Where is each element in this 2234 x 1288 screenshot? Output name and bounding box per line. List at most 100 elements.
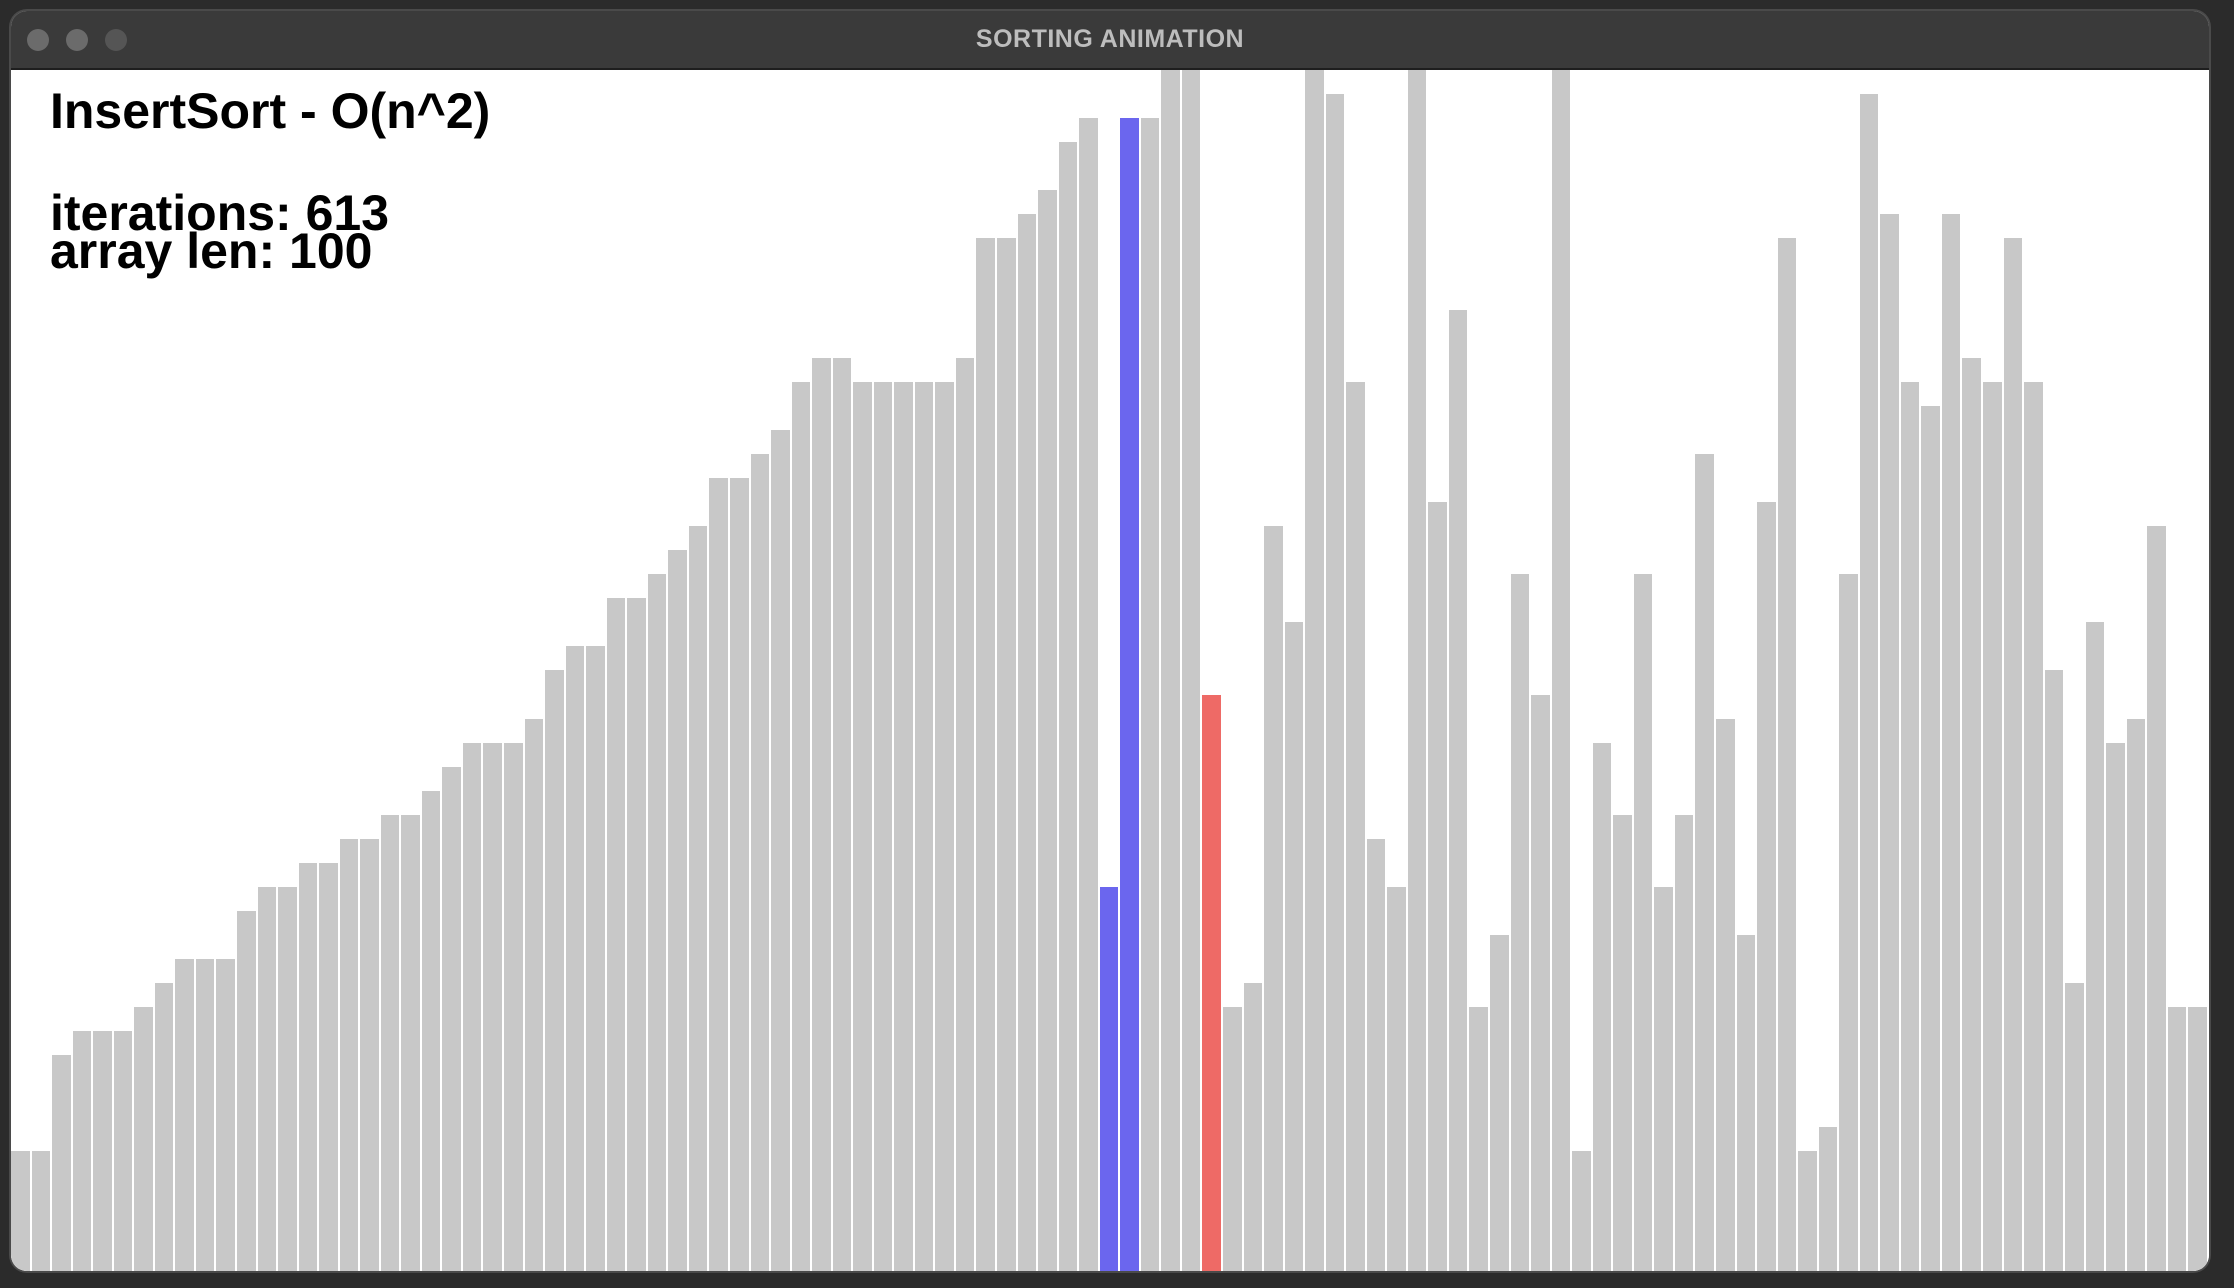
array-bar — [175, 959, 194, 1271]
zoom-icon[interactable] — [105, 29, 127, 51]
array-bar — [566, 646, 584, 1271]
close-icon[interactable] — [27, 29, 49, 51]
array-bar — [258, 887, 276, 1271]
array-bar — [2127, 719, 2145, 1271]
array-bar — [1675, 815, 1693, 1271]
array-bar — [1285, 622, 1303, 1271]
array-bar — [1839, 574, 1858, 1271]
array-bar — [730, 478, 749, 1271]
array-bar — [1798, 1151, 1817, 1271]
array-bar — [2024, 382, 2043, 1271]
array-bar — [1921, 406, 1940, 1271]
array-bar — [134, 1007, 153, 1271]
array-bar — [1511, 574, 1529, 1271]
array-bar — [525, 719, 543, 1271]
array-bar — [1469, 1007, 1488, 1271]
array-bar — [1737, 935, 1755, 1271]
array-bar — [1305, 70, 1324, 1271]
array-bar — [463, 743, 481, 1271]
array-bar — [627, 598, 646, 1271]
array-bar — [607, 598, 625, 1271]
array-bar — [771, 430, 790, 1271]
minimize-icon[interactable] — [66, 29, 88, 51]
array-bar — [52, 1055, 71, 1271]
array-bar — [1962, 358, 1981, 1271]
array-bar — [278, 887, 297, 1271]
array-bar — [1428, 502, 1447, 1271]
array-bar — [853, 382, 872, 1271]
array-bar — [894, 382, 913, 1271]
array-bar — [1100, 887, 1118, 1271]
array-length-label: array len: 100 — [50, 223, 373, 279]
array-bar — [93, 1031, 112, 1271]
array-bar — [1059, 142, 1077, 1271]
array-bar — [1182, 70, 1200, 1271]
array-bar — [2045, 670, 2063, 1271]
array-bar — [1757, 502, 1776, 1271]
array-bar — [956, 358, 974, 1271]
title-bar[interactable]: SORTING ANIMATION — [11, 11, 2209, 70]
array-bar — [73, 1031, 91, 1271]
array-bar — [545, 670, 564, 1271]
array-bar — [1716, 719, 1735, 1271]
array-bar — [648, 574, 666, 1271]
array-bar — [401, 815, 420, 1271]
array-bar — [586, 646, 605, 1271]
array-bar — [1634, 574, 1652, 1271]
array-bar — [1408, 70, 1426, 1271]
array-bar — [2004, 238, 2022, 1271]
array-bar — [709, 478, 728, 1271]
array-bar — [833, 358, 851, 1271]
array-bar — [1572, 1151, 1591, 1271]
array-bar — [1695, 454, 1714, 1271]
array-bar — [689, 526, 707, 1271]
algorithm-label: InsertSort - O(n^2) — [50, 83, 491, 139]
array-bar — [915, 382, 933, 1271]
array-bar — [1901, 382, 1919, 1271]
array-bar — [1819, 1127, 1837, 1271]
array-bar — [360, 839, 379, 1271]
window-title: SORTING ANIMATION — [975, 25, 1245, 53]
array-bar — [196, 959, 214, 1271]
array-bar — [1860, 94, 1878, 1271]
array-bar — [1654, 887, 1673, 1271]
array-bar — [1141, 118, 1159, 1271]
array-bar — [2086, 622, 2104, 1271]
sorting-canvas: InsertSort - O(n^2) iterations: 613 arra… — [11, 70, 2209, 1271]
array-bar — [1983, 382, 2002, 1271]
array-bar — [1161, 70, 1180, 1271]
array-bar — [2147, 526, 2166, 1271]
array-bar — [1018, 214, 1036, 1271]
array-bar — [299, 863, 317, 1271]
array-bar — [1387, 887, 1406, 1271]
array-bar — [812, 358, 831, 1271]
array-bar — [422, 791, 440, 1271]
array-bar — [976, 238, 995, 1271]
iterations-counter: iterations: 613 — [50, 185, 390, 241]
array-bar — [874, 382, 892, 1271]
array-bar — [1202, 695, 1221, 1271]
array-bar — [216, 959, 235, 1271]
array-bar — [2065, 983, 2084, 1271]
array-bar — [442, 767, 461, 1271]
array-bar — [32, 1151, 50, 1271]
array-bar — [1552, 70, 1570, 1271]
array-bar — [1326, 94, 1344, 1271]
array-bar — [2188, 1007, 2207, 1271]
array-bar — [11, 1151, 30, 1271]
array-bar — [155, 983, 173, 1271]
array-bar — [1449, 310, 1467, 1271]
array-bar — [237, 911, 256, 1271]
array-bar — [997, 238, 1016, 1271]
array-bar — [483, 743, 502, 1271]
array-bar — [1778, 238, 1796, 1271]
array-bar — [2106, 743, 2125, 1271]
array-bar — [1490, 935, 1509, 1271]
array-bar — [340, 839, 358, 1271]
array-bar — [1880, 214, 1899, 1271]
array-bar — [1038, 190, 1057, 1271]
app-window: SORTING ANIMATION InsertSort - O(n^2) it… — [11, 11, 2209, 1271]
array-bar — [1346, 382, 1365, 1271]
array-bar — [319, 863, 338, 1271]
array-bar — [1531, 695, 1550, 1271]
